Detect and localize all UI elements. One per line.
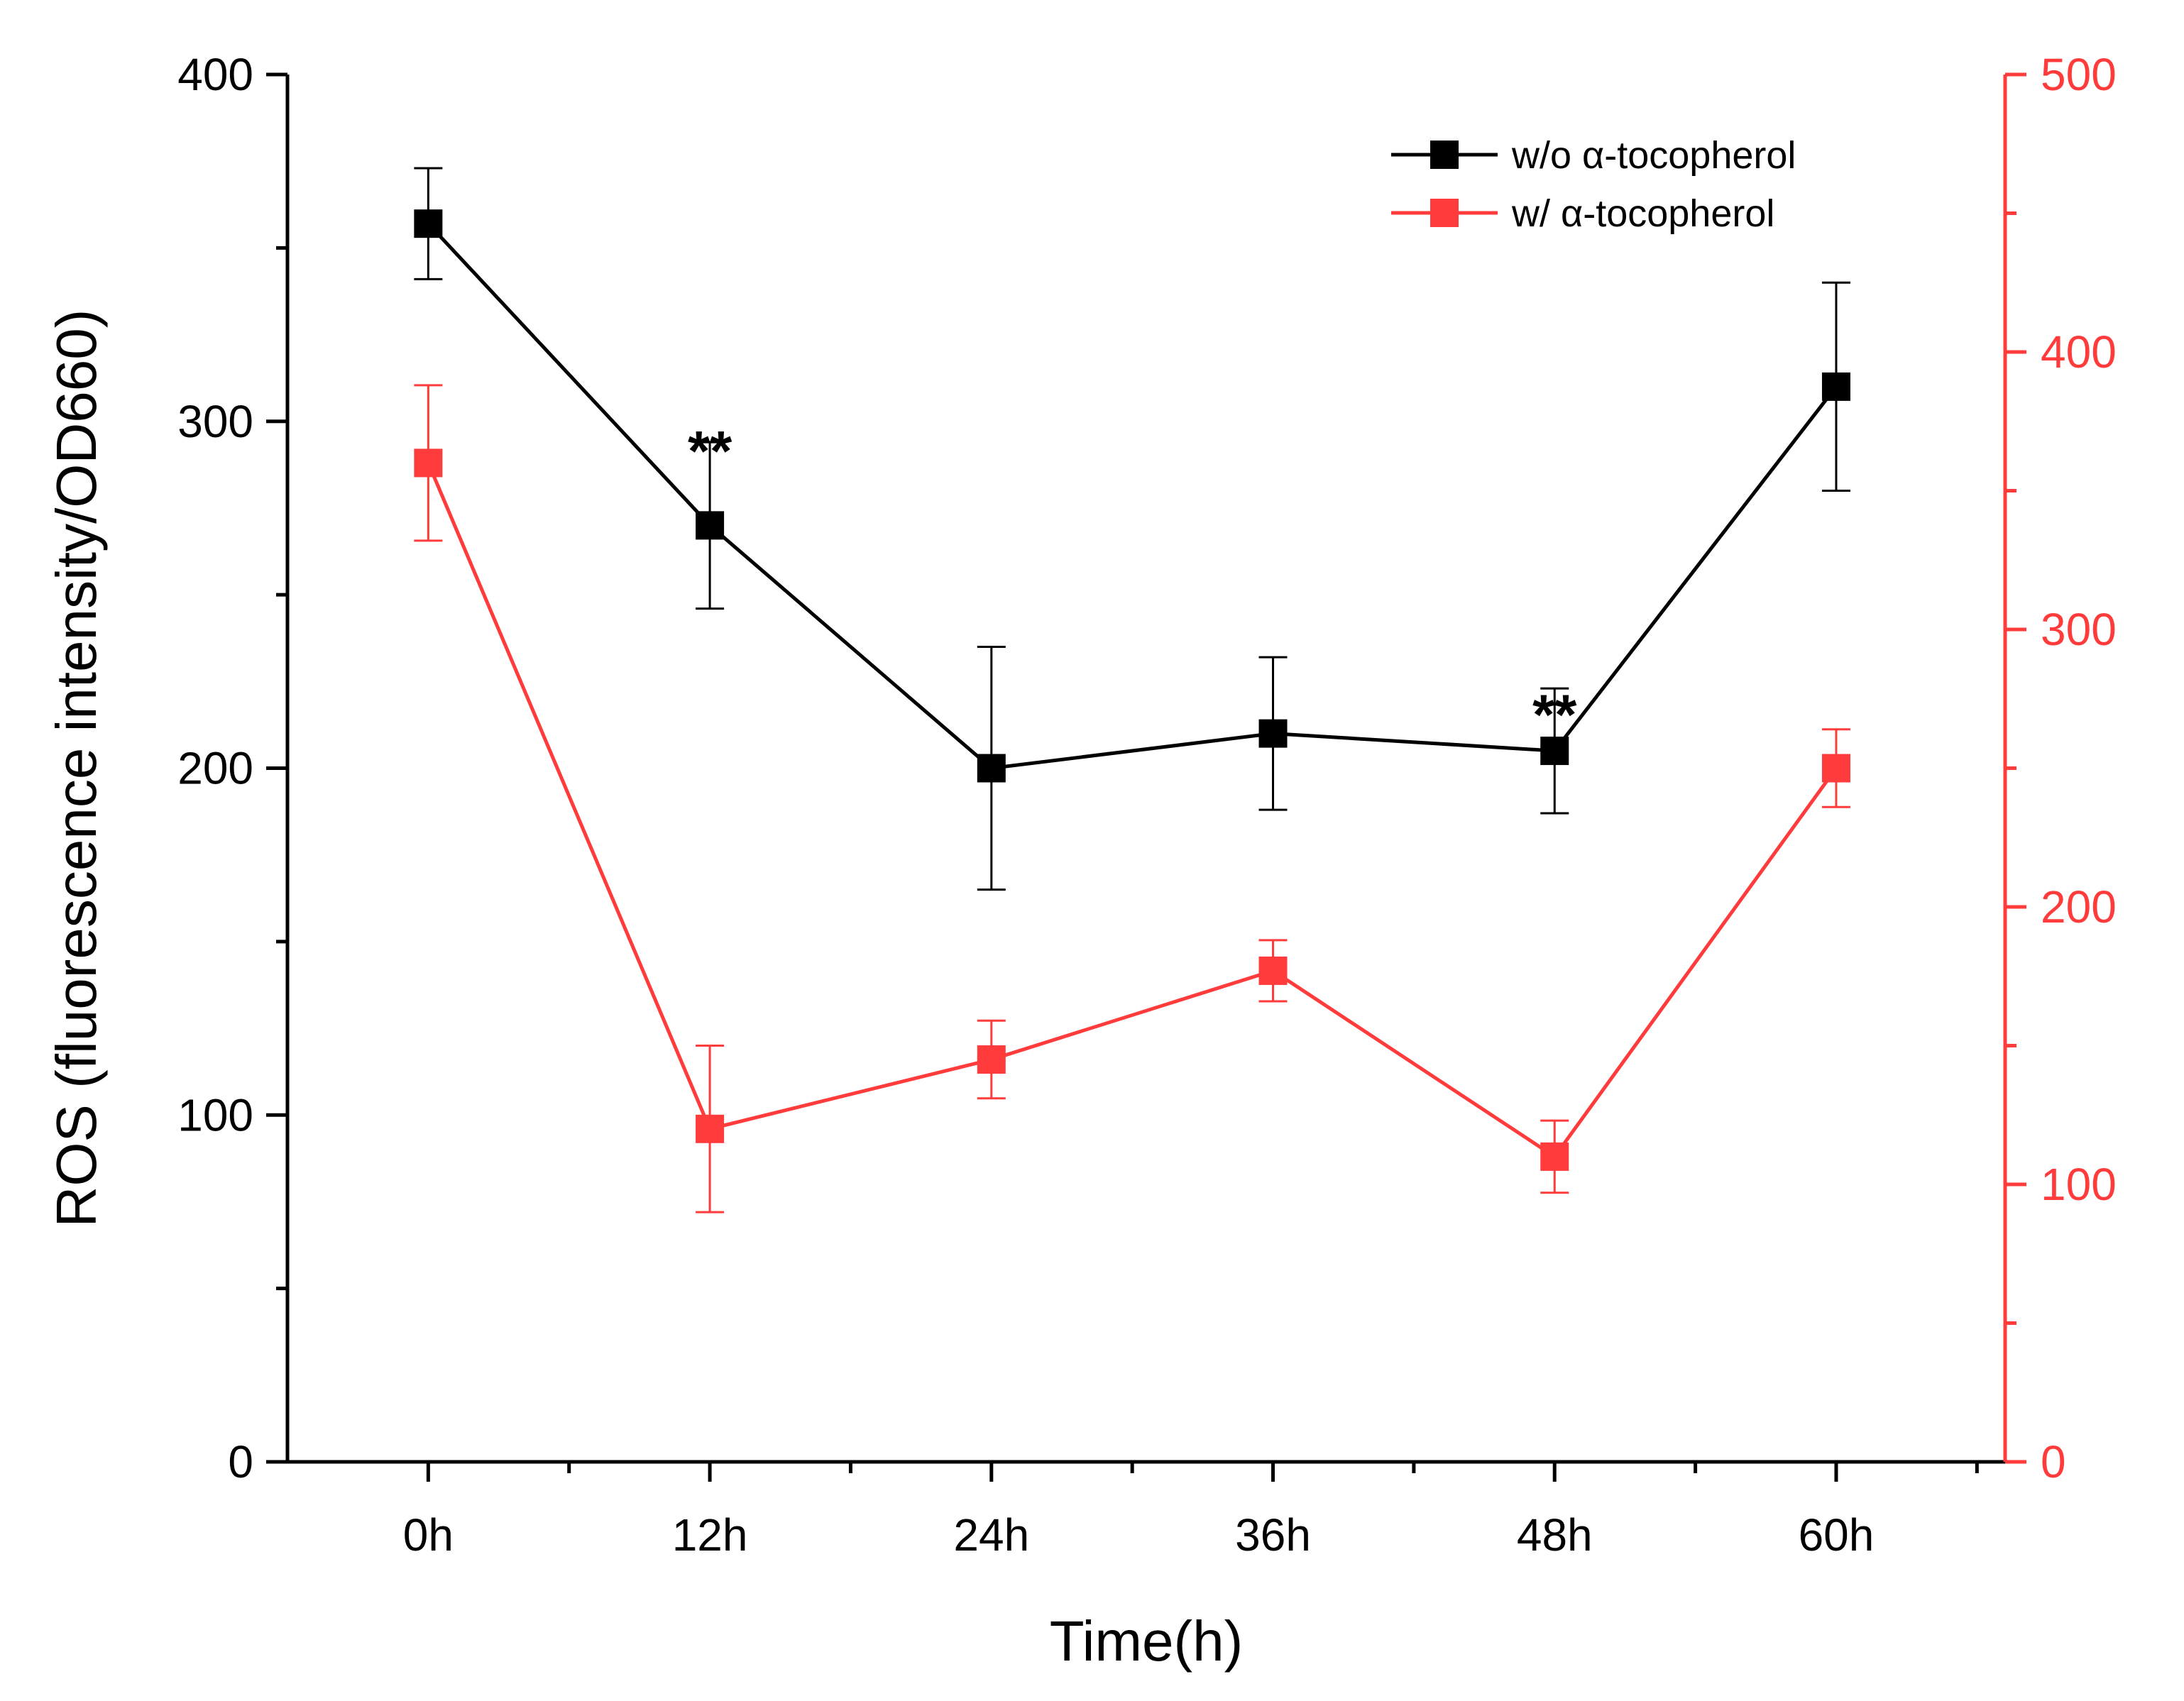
legend-label: w/o α-tocopherol	[1511, 134, 1796, 177]
legend-marker	[1430, 199, 1459, 227]
left-y-tick-label: 0	[228, 1436, 253, 1487]
right-y-tick-label: 100	[2041, 1159, 2117, 1210]
x-tick-label: 60h	[1799, 1509, 1875, 1560]
legend-label: w/ α-tocopherol	[1511, 192, 1774, 235]
data-point	[1540, 1142, 1569, 1171]
left-y-tick-label: 300	[177, 396, 253, 447]
right-y-tick-label: 200	[2041, 881, 2117, 932]
label-layer: 0 100 200 300 400 0 100 200 300 400 500 0h 12h 24h 36h…	[45, 49, 2117, 1673]
series-1	[414, 167, 1850, 891]
y-axis-title: ROS (fluorescence intensity/OD660)	[45, 309, 108, 1228]
right-y-tick-label: 500	[2041, 49, 2117, 100]
data-point	[414, 209, 443, 238]
data-point	[1821, 372, 1850, 401]
legend-marker	[1430, 141, 1459, 169]
right-y-tick-label: 300	[2041, 604, 2117, 655]
data-point	[1540, 737, 1569, 766]
x-tick-label: 12h	[672, 1509, 748, 1560]
significance-marker: **	[688, 419, 732, 483]
right-y-tick-label: 400	[2041, 326, 2117, 378]
data-point	[1258, 956, 1288, 985]
x-tick-label: 24h	[953, 1509, 1029, 1560]
x-axis-title: Time(h)	[1050, 1609, 1244, 1673]
data-point	[977, 754, 1006, 783]
data-point	[1821, 754, 1850, 783]
data-point	[696, 511, 725, 540]
series-layer	[414, 167, 1850, 1213]
legend-item: w/ α-tocopherol	[1391, 192, 1774, 235]
series-line	[427, 222, 1838, 771]
data-point	[977, 1045, 1006, 1074]
x-tick-label: 36h	[1235, 1509, 1311, 1560]
left-y-tick-label: 200	[177, 743, 253, 794]
significance-marker: **	[1532, 683, 1577, 746]
series-2	[414, 384, 1850, 1213]
legend-item: w/o α-tocopherol	[1391, 134, 1796, 177]
axes-layer	[266, 72, 2026, 1482]
x-tick-label: 0h	[403, 1509, 454, 1560]
right-y-tick-label: 0	[2041, 1436, 2066, 1487]
data-point	[696, 1114, 725, 1143]
series-line	[427, 462, 1838, 1160]
x-tick-label: 48h	[1517, 1509, 1593, 1560]
data-point	[1258, 719, 1288, 748]
left-y-tick-label: 400	[177, 49, 253, 100]
left-y-tick-label: 100	[177, 1089, 253, 1140]
data-point	[414, 448, 443, 478]
